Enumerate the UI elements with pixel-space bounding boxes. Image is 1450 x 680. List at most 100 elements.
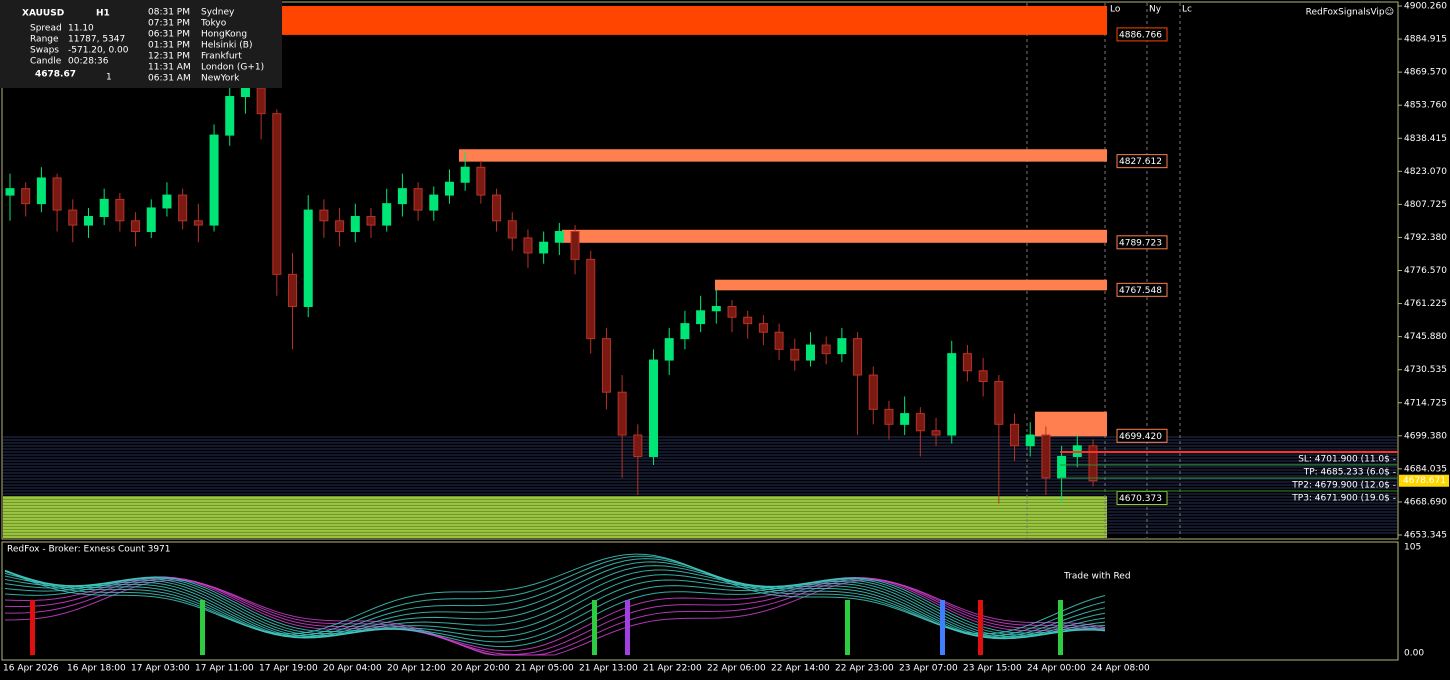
session-city: HongKong <box>201 30 247 40</box>
histogram-bar <box>940 600 945 655</box>
price-tick-label: 4714.725 <box>1404 398 1447 408</box>
oscillator-line <box>4 558 1106 638</box>
zone-label-box <box>1116 282 1168 297</box>
price-tick-label: 4668.690 <box>1404 497 1447 507</box>
candle-body <box>790 348 800 361</box>
candle-body <box>696 310 706 325</box>
candle-body <box>99 198 109 218</box>
stat-name: Candle <box>30 57 62 67</box>
brand: RedFoxSignalsVip☺ <box>1306 7 1394 18</box>
supply-zone <box>562 229 1107 243</box>
oscillator-line <box>4 574 1106 639</box>
candle-body <box>1057 455 1067 479</box>
time-label: 22 Apr 23:00 <box>835 664 894 674</box>
session-time: 06:31 PM <box>148 30 190 40</box>
zone-label: 4699.420 <box>1119 432 1162 442</box>
candle-body <box>319 209 329 222</box>
session-city: Sydney <box>201 8 235 18</box>
candle-body <box>994 380 1004 425</box>
trade-label: TP: 4685.233 (6.0$ - <box>1303 468 1396 478</box>
candle-body <box>633 434 643 457</box>
candle-body <box>507 220 517 239</box>
candle-body <box>586 258 596 340</box>
oscillator-line <box>4 578 1106 638</box>
candle-body <box>272 113 282 275</box>
candle-body <box>21 188 31 205</box>
candle-body <box>492 194 502 222</box>
candle-body <box>947 353 957 436</box>
oscillator-line <box>4 565 1106 640</box>
candle-body <box>366 216 376 226</box>
oscillator-line <box>4 576 1106 655</box>
candle-body <box>429 194 439 211</box>
session-marker: Ny <box>1149 5 1162 15</box>
price-tick-label: 4684.035 <box>1404 464 1447 474</box>
candle-body <box>83 216 93 226</box>
candle-body <box>664 338 674 361</box>
indicator-scale: 105 <box>1404 543 1421 553</box>
indicator-label: RedFox - Broker: Exness Count 3971 <box>7 545 171 555</box>
trade-label: TP2: 4679.900 (12.0$ - <box>1291 481 1396 491</box>
oscillator-line <box>4 555 1106 637</box>
time-label: 24 Apr 08:00 <box>1091 664 1150 674</box>
candle-body <box>36 177 46 205</box>
current-price-box <box>1399 474 1449 487</box>
stat-name: Range <box>30 35 59 45</box>
candle-body <box>821 344 831 355</box>
candle-body <box>350 216 360 233</box>
candle-body <box>460 166 470 183</box>
candle-body <box>711 305 721 312</box>
candle-body <box>193 220 203 226</box>
candle-body <box>178 194 188 222</box>
price-tick-label: 4900.260 <box>1404 2 1447 12</box>
time-label: 16 Apr 2026 <box>3 664 59 674</box>
candle-body <box>743 316 753 325</box>
supply-zone <box>459 149 1107 162</box>
oscillator-line <box>4 553 1106 635</box>
zone-label-box <box>1116 154 1168 169</box>
indicator-frame <box>1 541 1399 661</box>
oscillator-line <box>4 569 1106 640</box>
candle-body <box>1088 445 1098 482</box>
supply-zone <box>715 279 1107 291</box>
zone-label: 4886.766 <box>1119 30 1162 40</box>
candle-body <box>476 166 486 196</box>
support-zone <box>3 496 1107 538</box>
candle-body <box>1041 434 1051 479</box>
stat-name: Spread <box>30 24 62 34</box>
zone-label-box <box>1116 27 1168 42</box>
time-label: 23 Apr 07:00 <box>899 664 958 674</box>
candle-body <box>131 220 141 233</box>
session-city: Tokyo <box>200 19 227 29</box>
zone-label: 4789.723 <box>1119 238 1162 248</box>
candle-body <box>115 198 125 222</box>
session-time: 06:31 AM <box>148 74 191 84</box>
candle-body <box>162 194 172 209</box>
indicator-scale: 0.00 <box>1404 649 1424 659</box>
candle-body <box>774 331 784 350</box>
oscillator-line <box>4 561 1106 639</box>
zone-label: 4767.548 <box>1119 286 1162 296</box>
candle-body <box>727 305 737 318</box>
session-city: Helsinki (B) <box>201 41 252 51</box>
stat-value: 11787, 5347 <box>68 35 125 45</box>
session-time: 12:31 PM <box>148 52 190 62</box>
candle-body <box>335 220 345 233</box>
oscillator-line <box>4 576 1106 652</box>
histogram-bar <box>978 600 983 655</box>
session-time: 01:31 PM <box>148 41 190 51</box>
price-tick-label: 4745.880 <box>1404 332 1447 342</box>
zone-label: 4827.612 <box>1119 157 1162 167</box>
price-tick-label: 4807.725 <box>1404 200 1447 210</box>
candle-body <box>617 391 627 436</box>
trade-label: TP3: 4671.900 (19.0$ - <box>1291 494 1396 504</box>
bid-suffix: 1 <box>106 73 112 83</box>
price-tick-label: 4776.570 <box>1404 266 1447 276</box>
candle-body <box>523 237 533 254</box>
candle-body <box>256 87 266 115</box>
stat-value: 00:28:36 <box>68 57 109 67</box>
time-label: 17 Apr 03:00 <box>131 664 190 674</box>
session-time: 07:31 PM <box>148 19 190 29</box>
candle-body <box>209 134 219 226</box>
